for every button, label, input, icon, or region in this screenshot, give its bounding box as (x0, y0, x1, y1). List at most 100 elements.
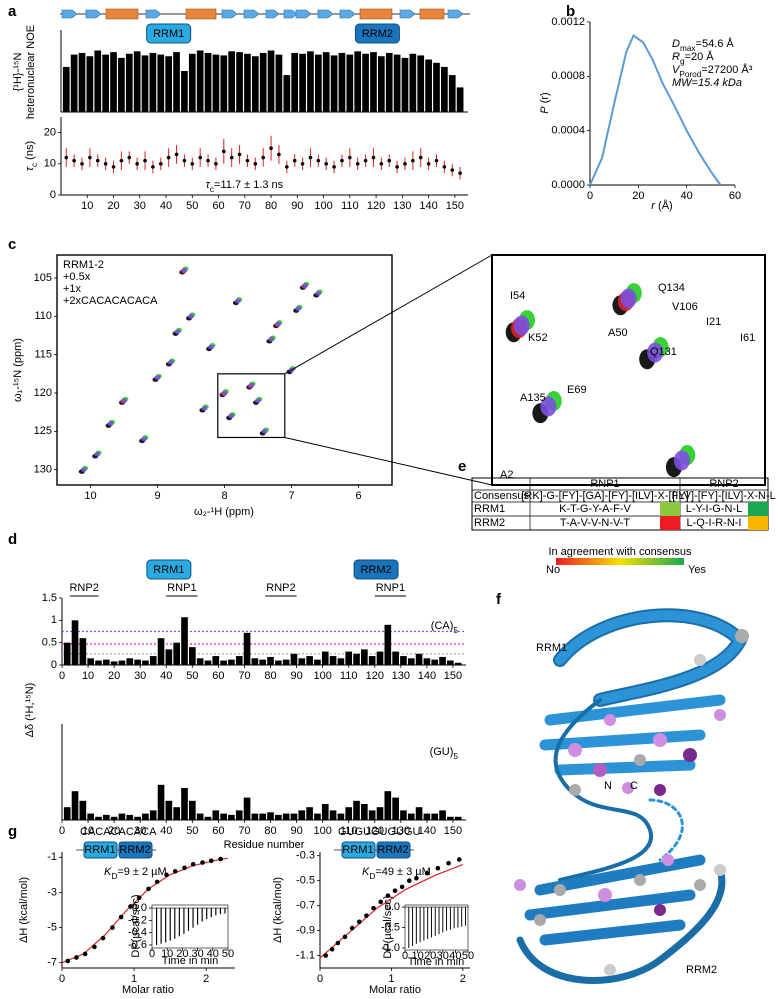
peak (234, 298, 241, 304)
peak-label: Q131 (650, 346, 677, 358)
peak-label: A2 (500, 469, 513, 481)
y-tick-label: 130 (34, 464, 52, 476)
panel-label: b (566, 3, 575, 20)
bar (251, 56, 259, 112)
kd-label-part: K (362, 866, 370, 878)
zoom-region (217, 373, 286, 439)
bar (78, 52, 86, 112)
point (127, 155, 132, 160)
bar (362, 53, 369, 112)
line (589, 34, 722, 186)
bar (393, 54, 401, 112)
x-tick-label: 10 (82, 825, 94, 837)
y-tick-label: -0.6 (128, 939, 147, 951)
bar (425, 59, 432, 112)
y-axis-label-part: (r) (539, 92, 551, 106)
y-tick-label: -1.1 (296, 949, 315, 961)
y-tick-label: 1.5 (42, 592, 57, 604)
bar (87, 658, 94, 665)
point (151, 165, 155, 169)
bar (142, 813, 149, 820)
point (80, 162, 84, 166)
domain-label: RRM2 (360, 564, 391, 576)
y-tick-label: 0.0008 (551, 70, 585, 82)
bar (244, 53, 251, 112)
x-axis-label: Molar ratio (122, 984, 174, 996)
structure-label: C (630, 780, 638, 792)
bar (407, 813, 415, 820)
x-tick-label: 0 (59, 973, 65, 985)
bar (243, 797, 251, 820)
point (285, 165, 289, 169)
peak (94, 452, 101, 457)
bar (235, 810, 243, 820)
y-axis-label: ω₁-¹⁵N (ppm) (12, 338, 24, 402)
x-tick-label: 0 (59, 670, 65, 682)
x-tick-label: 20 (632, 190, 644, 202)
kd-label: KD=49 ± 3 µM (362, 866, 431, 881)
series-label-part: (GU) (430, 746, 454, 758)
legend-title: In agreement with consensus (548, 546, 692, 558)
bar (102, 814, 110, 820)
y-tick-label: 0 (50, 189, 56, 201)
bar (165, 649, 173, 665)
kd-label-part: D (369, 872, 375, 881)
point (88, 155, 92, 160)
bar (427, 907, 429, 939)
table-header: RNP2 (709, 478, 738, 490)
bar (299, 53, 306, 112)
annotation-part: Porod (679, 70, 701, 79)
table-cell: K-T-G-Y-A-F-V (559, 503, 631, 515)
bar (423, 658, 431, 665)
x-tick-label: 110 (340, 670, 358, 682)
x-tick-label: 130 (392, 670, 410, 682)
x-tick-label: 130 (393, 200, 411, 212)
x-tick-label: 150 (446, 200, 464, 212)
x-tick-label: 90 (290, 825, 302, 837)
x-tick-label: 30 (134, 200, 146, 212)
point (458, 171, 462, 175)
x-tick-label: 90 (290, 670, 302, 682)
domain-box (376, 841, 411, 859)
point (435, 865, 441, 871)
bar (439, 810, 446, 820)
panel-label: g (8, 823, 17, 840)
bar (188, 53, 196, 112)
series-label: (GU)5 (430, 746, 459, 761)
y-axis-label: {¹H}-¹⁵N (12, 53, 24, 92)
bar (215, 908, 217, 916)
bar (446, 907, 448, 931)
point (379, 162, 384, 166)
point (143, 158, 147, 163)
x-tick-label: 30 (134, 670, 146, 682)
y-tick-label: -3 (47, 886, 57, 898)
point (82, 951, 88, 957)
bar (165, 800, 173, 820)
y-tick-label: -0.2 (128, 914, 147, 926)
zoom-peak (620, 288, 637, 309)
x-tick-label: 80 (264, 825, 276, 837)
point (146, 886, 151, 892)
point (182, 865, 187, 871)
bar (433, 62, 440, 112)
y-tick-label: 0.0012 (551, 16, 585, 28)
bar (368, 656, 376, 665)
y-tick-label: 10 (44, 158, 56, 170)
x-tick-label: 120 (367, 200, 385, 212)
domain-label: RRM1 (84, 844, 115, 856)
annotation-part: =54.6 Å (696, 37, 735, 50)
zoom-connector (284, 436, 493, 486)
bar (210, 908, 212, 918)
point (342, 934, 348, 940)
peak (201, 406, 208, 411)
bar (291, 52, 299, 112)
x-tick-label: 30 (437, 950, 449, 962)
kd-label-part: =49 ± 3 µM (375, 866, 430, 878)
bar (329, 810, 337, 820)
bar (259, 659, 267, 665)
point (154, 879, 160, 885)
bar (283, 75, 291, 112)
x-tick-label: 50 (222, 948, 234, 960)
bar (219, 908, 221, 915)
x-tick-label: 30 (191, 948, 203, 960)
